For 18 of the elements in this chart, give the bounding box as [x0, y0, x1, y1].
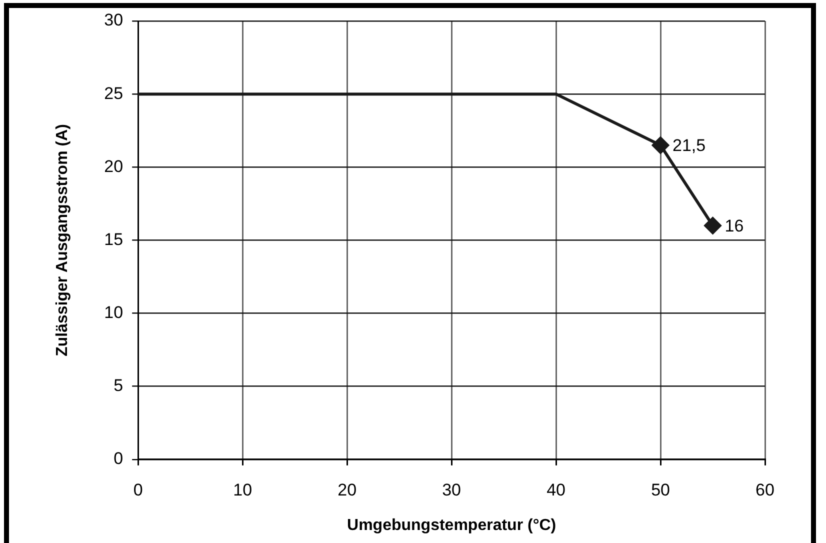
- x-tick-label: 10: [233, 480, 252, 500]
- y-tick-label: 25: [104, 84, 124, 103]
- y-tick-label: 10: [104, 302, 124, 322]
- data-label: 16: [724, 216, 744, 236]
- x-axis-title: Umgebungstemperatur (°C): [347, 516, 556, 534]
- y-tick-label: 15: [104, 230, 124, 249]
- x-tick-label: 0: [133, 480, 143, 500]
- x-tick-label: 30: [442, 480, 462, 500]
- data-label: 21,5: [672, 136, 706, 155]
- y-tick-label: 5: [114, 376, 124, 396]
- x-tick-label: 60: [756, 480, 774, 500]
- y-tick-label: 20: [104, 156, 124, 176]
- y-axis-title: Zulässiger Ausgangsstrom (A): [54, 124, 72, 356]
- x-tick-label: 40: [546, 480, 566, 500]
- x-tick-label: 20: [338, 480, 357, 500]
- y-tick-label: 30: [104, 10, 124, 30]
- x-tick-label: 50: [651, 480, 670, 500]
- y-tick-label: 0: [114, 449, 124, 468]
